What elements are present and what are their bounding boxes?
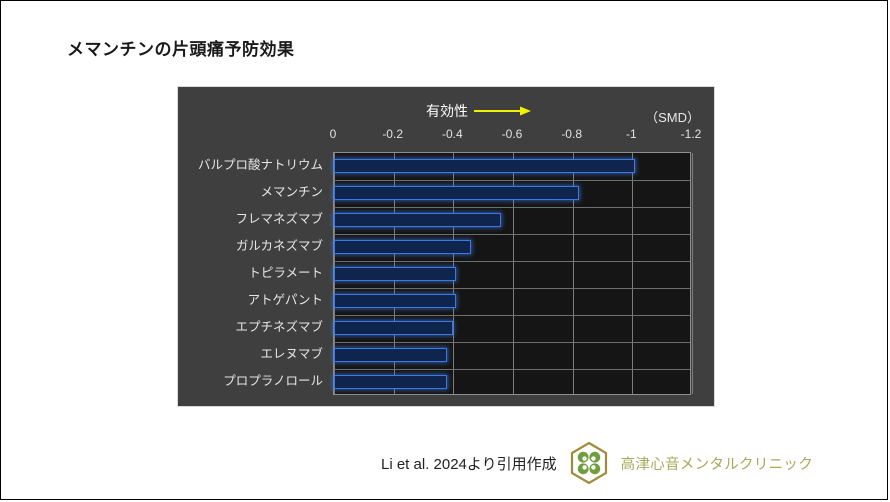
clinic-name: 高津心音メンタルクリニック <box>620 456 814 473</box>
row-separator <box>334 207 690 208</box>
row-separator <box>334 288 690 289</box>
bar <box>334 159 636 173</box>
right-arrow-icon <box>474 106 531 116</box>
gridline <box>692 153 693 394</box>
bar-row <box>334 234 692 261</box>
row-separator <box>334 315 690 316</box>
bar-row <box>334 153 692 180</box>
y-axis-category-label: バルプロ酸ナトリウム <box>197 158 323 172</box>
row-separator <box>334 180 690 181</box>
bar <box>334 294 457 308</box>
footer: Li et al. 2024より引用作成 高津心音メンタルクリニック <box>381 441 813 485</box>
bar <box>334 267 457 281</box>
gridline <box>632 153 634 394</box>
bar <box>334 213 502 227</box>
x-axis-tick-label: -0.6 <box>501 127 523 141</box>
gridline <box>513 153 514 394</box>
plot-area <box>333 152 693 396</box>
bar <box>334 348 448 362</box>
y-axis-category-label: トピラメート <box>248 266 323 280</box>
efficacy-annotation: 有効性 <box>426 101 532 121</box>
bar-row <box>334 180 692 207</box>
bar-row <box>334 207 692 234</box>
gridline <box>572 153 574 394</box>
bar-row <box>334 261 692 288</box>
y-axis-category-label: エレヌマブ <box>260 347 323 361</box>
hexagon-clover-logo-icon <box>570 441 607 485</box>
y-axis-labels: バルプロ酸ナトリウムメマンチンフレマネズマブ ガルカネズマブトピラメート アトゲパン… <box>178 152 328 395</box>
x-axis-tick-label: -0.8 <box>561 127 582 141</box>
y-axis-category-label: アトゲパント <box>247 293 323 307</box>
row-separator <box>334 234 690 235</box>
row-separator <box>334 261 690 262</box>
bar-row <box>334 315 692 342</box>
y-axis-category-label: フレマネズマブ <box>235 212 323 226</box>
x-axis-tick-label: -0.4 <box>441 127 463 141</box>
smd-unit-label: （SMD） <box>645 110 700 125</box>
chart-panel: 有効性 （SMD） 0 -0.2 -0.4 -0.6 -0.8 -1 -1.2 バルプロ酸ナ… <box>177 86 715 407</box>
y-axis-category-label: ガルカネズマブ <box>235 239 323 253</box>
row-separator <box>334 342 690 343</box>
y-axis-category-label: エプチネズマブ <box>235 320 323 334</box>
x-axis-tick-label: -1 <box>625 127 637 141</box>
bar-row <box>334 369 692 396</box>
x-axis-tick-label: 0 <box>329 127 337 141</box>
bar-row <box>334 288 692 315</box>
efficacy-label: 有効性 <box>426 103 468 119</box>
bar <box>334 321 454 335</box>
y-axis-category-label: メマンチン <box>260 185 323 199</box>
y-axis-category-label: プロプラノロール <box>223 374 323 388</box>
page-title: メマンチンの片頭痛予防効果 <box>67 40 295 59</box>
citation-text: Li et al. 2024より引用作成 <box>381 455 557 473</box>
x-axis-tick-label: -0.2 <box>382 127 403 141</box>
bar <box>334 375 448 389</box>
x-axis-tick-label: -1.2 <box>680 127 702 141</box>
x-axis-ticks: 0 -0.2 -0.4 -0.6 -0.8 -1 -1.2 <box>329 127 702 147</box>
bar <box>334 186 579 200</box>
row-separator <box>334 369 690 370</box>
bar <box>334 240 472 254</box>
bar-row <box>334 342 692 369</box>
